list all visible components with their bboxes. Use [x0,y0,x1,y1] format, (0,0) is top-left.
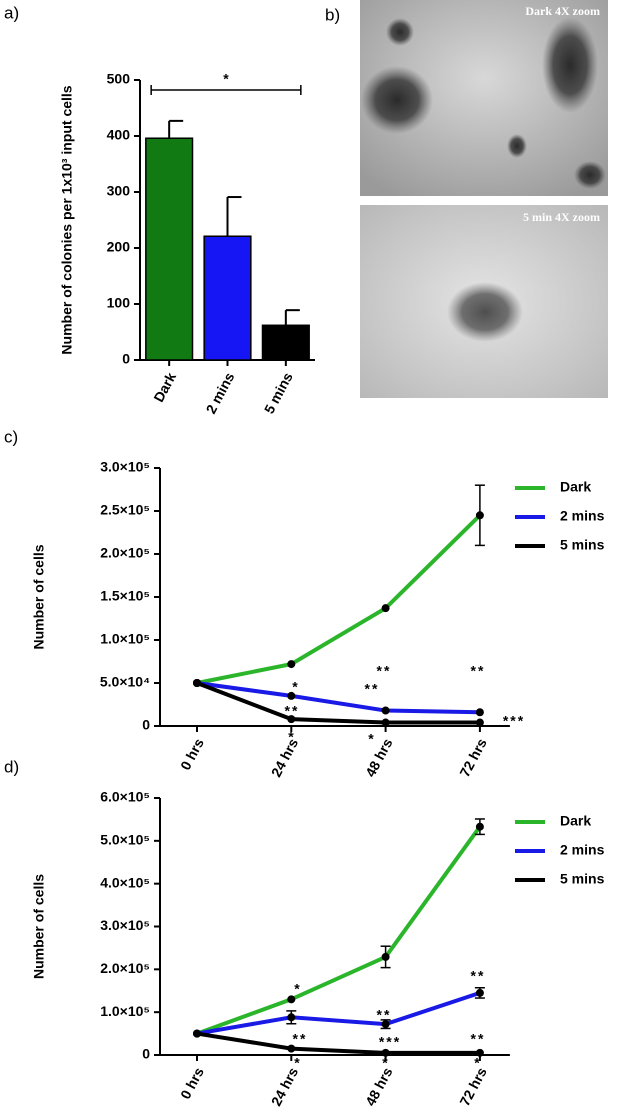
x-tick-label: 0 hrs [177,735,207,772]
point [381,718,390,727]
significance-label: * [292,679,299,695]
y-tick-label: 1.0×10⁵ [100,1003,150,1019]
y-axis-label: Number of cells [31,544,47,649]
y-tick-label: 1.0×10⁵ [100,631,150,647]
line [196,681,480,725]
legend-label: Dark [560,813,591,829]
significance-label: ** [471,663,486,679]
point [287,1013,296,1022]
point [287,995,296,1004]
panel-label: c) [4,427,18,446]
significance-label: * [288,729,295,745]
point [287,660,296,669]
bar [203,235,252,361]
y-axis-label: Number of colonies per 1x10³ input cells [59,85,75,354]
panel-label: a) [4,3,19,22]
legend-label: 5 mins [560,871,605,887]
bar [261,324,310,361]
line [196,1031,480,1055]
y-tick-label: 400 [107,127,131,143]
point [475,708,484,717]
y-tick-label: 2.0×10⁵ [100,960,150,976]
micrograph-dark: Dark 4X zoom [360,0,608,196]
y-tick-label: 300 [107,183,131,199]
x-tick-label: 72 hrs [456,735,490,779]
point [381,1048,390,1057]
significance-label: ** [377,1007,392,1023]
panel-label: b) [325,5,340,24]
line [196,513,482,685]
significance-label: * [474,1055,481,1071]
significance-label: ** [365,681,380,697]
x-tick-label: 72 hrs [456,1064,490,1108]
y-tick-label: 2.0×10⁵ [100,545,150,561]
legend-label: 5 mins [560,537,605,553]
y-tick-label: 0 [142,1046,150,1062]
legend-label: Dark [560,479,591,495]
y-tick-label: 6.0×10⁵ [100,789,150,805]
y-tick-label: 3.0×10⁵ [100,917,150,933]
y-tick-label: 5.0×10⁵ [100,832,150,848]
point [475,1048,484,1057]
point [475,511,484,520]
significance-label: ** [471,1031,486,1047]
y-tick-label: 4.0×10⁵ [100,874,150,890]
significance-label: * [382,1055,389,1071]
point [475,718,484,727]
x-tick-label: Dark [150,369,179,404]
x-tick-label: 5 mins [261,369,296,416]
significance-label: *** [379,1034,401,1050]
x-tick-label: 24 hrs [268,735,302,779]
panel-label: d) [4,757,19,776]
bar [145,137,194,361]
significance-label: * [294,1055,301,1071]
y-tick-label: 500 [107,71,131,87]
point [381,706,390,715]
y-tick-label: 0 [122,351,130,367]
y-tick-label: 0 [142,717,150,733]
line [196,681,480,715]
point [287,1044,296,1053]
significance-label: ** [285,703,300,719]
x-tick-label: 48 hrs [362,1064,396,1108]
significance-label: ** [293,1031,308,1047]
point [381,952,390,961]
y-tick-label: 1.5×10⁵ [100,588,150,604]
point [475,988,484,997]
image-caption: 5 min 4X zoom [523,210,600,224]
x-tick-label: 24 hrs [268,1064,302,1108]
significance-label: * [294,981,301,997]
image-caption: Dark 4X zoom [525,4,600,18]
y-axis-label: Number of cells [31,874,47,979]
point [287,691,296,700]
legend-label: 2 mins [560,508,605,524]
line [196,825,482,1036]
micrograph-5min: 5 min 4X zoom [360,205,608,398]
y-tick-label: 2.5×10⁵ [100,502,150,518]
y-tick-label: 5.0×10⁴ [100,674,150,690]
point [193,1029,201,1038]
y-tick-label: 3.0×10⁵ [100,459,150,475]
point [381,1020,390,1029]
x-tick-label: 2 mins [202,369,237,416]
point [193,679,201,687]
point [381,604,390,613]
significance-label: * [223,71,229,87]
x-tick-label: 48 hrs [362,735,396,779]
y-tick-label: 200 [107,239,131,255]
x-tick-label: 0 hrs [177,1064,207,1101]
significance-label: * [368,731,375,747]
significance-label: ** [471,968,486,984]
line [196,990,481,1036]
point [475,822,484,831]
y-tick-label: 100 [107,295,131,311]
significance-label: ** [377,663,392,679]
significance-label: *** [503,713,525,729]
legend-label: 2 mins [560,842,605,858]
point [287,715,296,724]
